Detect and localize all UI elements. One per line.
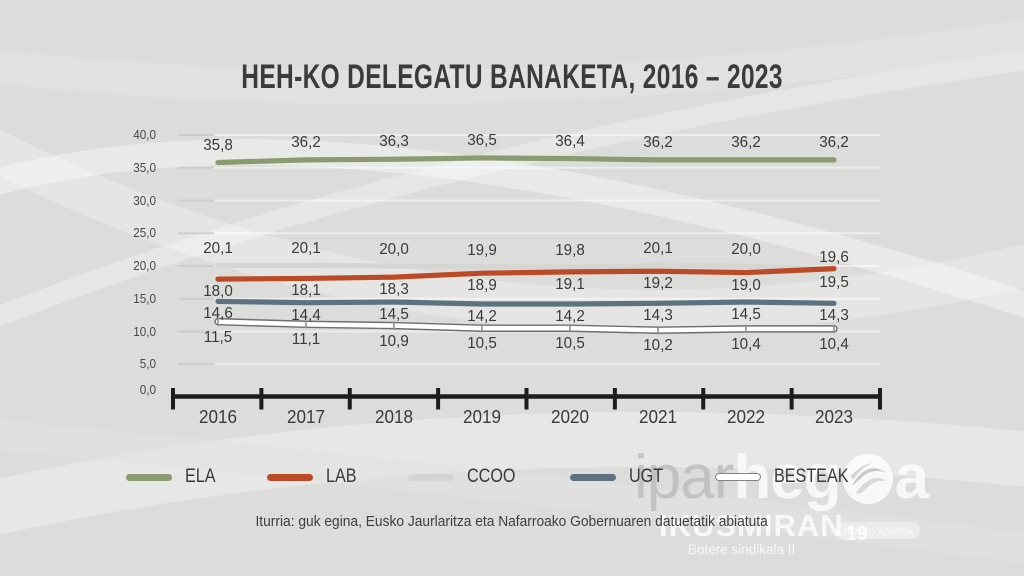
x-axis-label-2021: 2021 [638,407,678,427]
legend-item-ccoo: CCOO [408,466,524,488]
value-label-ugt-2019: 14,2 [467,307,497,325]
value-label-ccoo-2021: 20,1 [643,240,673,258]
value-label-ugt-2022: 14,5 [731,306,761,324]
legend-label-ugt: UGT [629,466,664,487]
value-label-lab-2022: 19,0 [731,276,761,294]
x-axis-label-2016: 2016 [198,407,238,427]
ccoo-line-swatch [408,473,455,481]
legend-item-ela: ELA [126,466,221,488]
value-label-lab-2021: 19,2 [643,275,673,293]
value-label-ugt-2017: 14,4 [291,306,321,324]
value-label-ugt-2021: 14,3 [643,307,673,325]
value-label-lab-2020: 19,1 [555,275,585,293]
y-axis-label: 25,0 [133,225,156,241]
value-label-ela-2016: 35,8 [203,136,233,154]
value-label-ccoo-2018: 20,0 [379,241,409,258]
x-axis-label-2019: 2019 [462,407,502,427]
value-label-lab-2018: 18,3 [379,281,409,299]
value-label-ugt-2018: 14,5 [379,306,409,324]
series-line-ccoo [215,262,837,272]
legend-label-besteak: BESTEAK [774,466,849,487]
value-label-besteak-2021: 10,2 [643,337,673,355]
value-label-besteak-2019: 10,5 [467,335,497,353]
value-label-ccoo-2023: 19,5 [819,274,849,292]
value-label-ugt-2020: 14,2 [555,307,585,325]
value-label-ccoo-2016: 20,1 [203,240,233,258]
value-label-ccoo-2019: 19,9 [467,241,497,259]
x-axis-label-2022: 2022 [726,407,766,427]
value-label-besteak-2023: 10,4 [819,335,849,353]
y-axis-label: 35,0 [133,159,156,175]
value-label-ela-2022: 36,2 [731,133,761,151]
besteak-line-swatch [715,473,762,481]
value-label-besteak-2018: 10,9 [379,332,409,350]
value-label-lab-2017: 18,1 [291,282,321,300]
value-label-ccoo-2022: 20,0 [731,241,761,258]
y-axis-label: 5,0 [139,356,156,372]
legend-label-ela: ELA [185,466,216,487]
chart-legend: ELA LAB CCOO UGT BESTEAK [0,466,1006,488]
y-axis-label: 0,0 [139,382,156,397]
value-label-lab-2019: 18,9 [467,277,497,295]
value-label-ugt-2023: 14,3 [819,307,849,325]
value-label-ela-2021: 36,2 [643,133,673,151]
legend-label-lab: LAB [326,466,357,487]
value-label-ugt-2016: 14,6 [203,305,233,323]
value-label-lab-2023: 19,6 [819,248,849,266]
value-label-lab-2016: 18,0 [203,283,233,301]
legend-item-besteak: BESTEAK [715,466,862,488]
ela-line-swatch [126,473,173,481]
lab-line-swatch [267,473,314,481]
value-label-ccoo-2020: 19,8 [555,242,585,260]
value-label-ela-2023: 36,2 [819,133,849,151]
ugt-line-swatch [570,473,617,481]
x-axis-label-2018: 2018 [374,407,414,427]
legend-item-lab: LAB [267,466,362,488]
x-axis-label-2020: 2020 [550,407,590,427]
source-note: Iturria: guk egina, Eusko Jaurlaritza et… [255,514,769,530]
value-label-ela-2018: 36,3 [379,133,409,151]
series-line-ugt [215,298,837,307]
legend-label-ccoo: CCOO [467,466,516,487]
value-label-besteak-2016: 11,5 [203,328,233,346]
x-axis-label-2023: 2023 [814,407,854,427]
value-label-besteak-2022: 10,4 [731,335,761,353]
series-line-ela [215,155,837,166]
value-label-ccoo-2017: 20,1 [291,240,321,258]
y-axis-label: 15,0 [133,290,156,306]
y-axis-label: 10,0 [133,323,156,339]
chart-title: HEH-KO DELEGATU BANAKETA, 2016 – 2023 [241,58,783,96]
series-subtitle: Botere sindikala II [688,542,796,557]
y-axis-label: 20,0 [133,258,156,273]
y-axis-label: 40,0 [133,127,156,142]
x-axis-label-2017: 2017 [286,407,326,427]
value-label-besteak-2017: 11,1 [291,331,321,349]
value-label-besteak-2020: 10,5 [555,335,585,353]
value-label-ela-2020: 36,4 [555,132,585,150]
value-label-ela-2017: 36,2 [291,133,321,151]
y-axis-label: 30,0 [133,192,156,208]
legend-item-ugt: UGT [570,466,669,488]
value-label-ela-2019: 36,5 [467,131,497,149]
